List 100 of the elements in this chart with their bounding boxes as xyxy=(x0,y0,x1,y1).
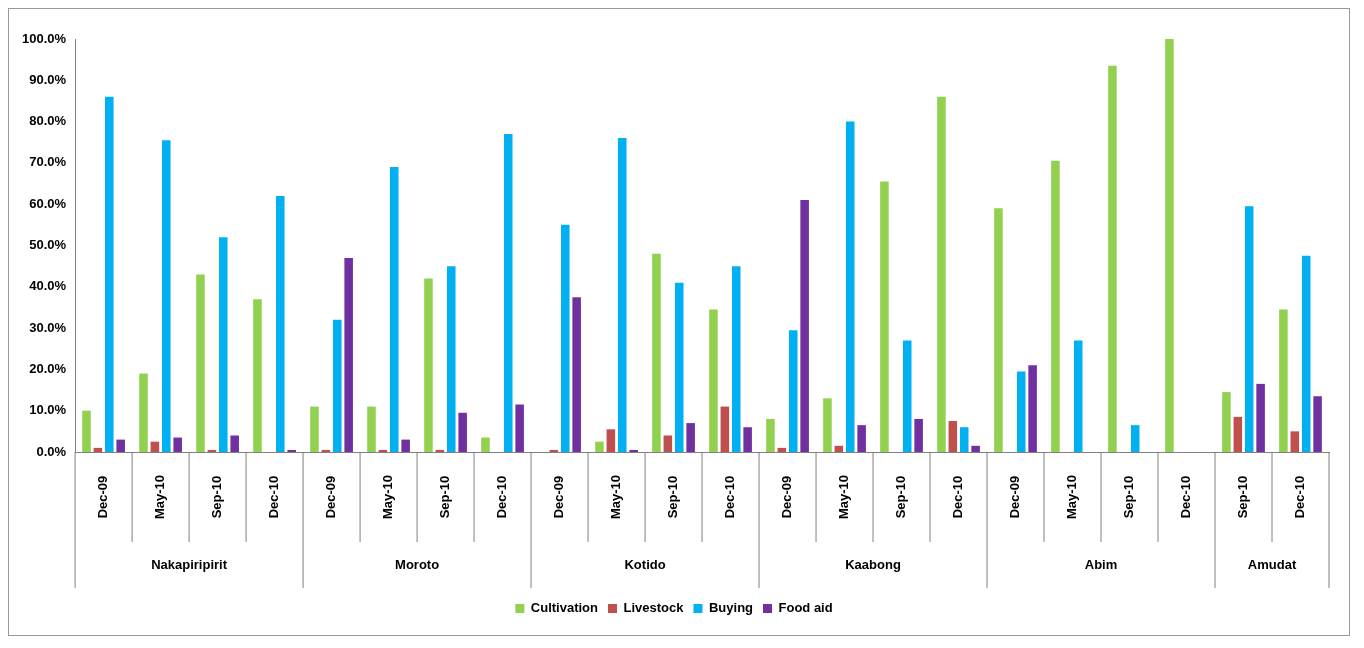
bar xyxy=(344,257,353,452)
x-tick-label: Dec-09 xyxy=(551,475,567,519)
x-tick-label: Dec-10 xyxy=(1292,475,1308,519)
bar xyxy=(572,297,581,452)
y-tick-label: 0.0% xyxy=(36,443,67,459)
x-tick-label: Dec-09 xyxy=(1007,475,1023,519)
bar xyxy=(937,96,946,452)
bar xyxy=(914,418,923,452)
y-tick-label: 30.0% xyxy=(29,319,67,335)
bar xyxy=(196,274,205,452)
x-tick-label: May-10 xyxy=(608,474,624,520)
bar xyxy=(959,427,969,452)
bar xyxy=(458,412,467,452)
text: Nakapiripirit xyxy=(151,556,228,572)
bar xyxy=(1313,396,1322,452)
y-tick-label: 20.0% xyxy=(29,360,67,376)
bar xyxy=(389,167,399,452)
bar xyxy=(617,138,627,452)
bar xyxy=(105,96,114,452)
bar xyxy=(948,421,958,452)
bar xyxy=(1016,371,1026,452)
bar xyxy=(652,253,661,452)
bar xyxy=(1073,340,1083,452)
bar xyxy=(606,429,616,452)
bar xyxy=(219,237,228,452)
bar xyxy=(1051,160,1060,452)
bar xyxy=(1256,383,1265,452)
x-tick-label: May-10 xyxy=(380,474,396,520)
bar xyxy=(595,441,604,452)
bar xyxy=(1244,206,1254,452)
bar xyxy=(766,418,775,452)
x-tick-label: May-10 xyxy=(836,474,852,520)
y-tick-label: 90.0% xyxy=(29,71,67,87)
bar xyxy=(253,299,262,452)
bar xyxy=(367,406,376,452)
x-tick-label: Dec-10 xyxy=(722,475,738,519)
bar xyxy=(994,208,1003,452)
bar xyxy=(446,266,456,452)
bar xyxy=(1028,365,1037,452)
y-tick-label: 80.0% xyxy=(29,113,67,129)
bar xyxy=(503,133,513,452)
bar xyxy=(731,266,741,452)
bar xyxy=(93,447,103,452)
text: Kaabong xyxy=(845,556,901,572)
x-tick-label: Sep-10 xyxy=(1235,475,1251,519)
x-tick-label: Dec-10 xyxy=(494,475,510,519)
x-tick-label: Dec-10 xyxy=(1178,475,1194,519)
legend-label: Cultivation xyxy=(530,600,599,616)
legend-label: Livestock xyxy=(623,600,685,616)
bar xyxy=(1108,65,1117,452)
bar xyxy=(481,437,490,452)
x-tick-label: Dec-09 xyxy=(323,475,339,519)
x-tick-label: Sep-10 xyxy=(665,475,681,519)
bar xyxy=(720,406,730,452)
x-tick-label: Dec-09 xyxy=(779,475,795,519)
x-tick-label: Sep-10 xyxy=(209,475,225,519)
bar xyxy=(139,373,148,452)
bar xyxy=(82,410,91,452)
bar xyxy=(709,309,718,452)
bar xyxy=(834,445,844,452)
bar xyxy=(800,200,809,452)
bar xyxy=(173,437,182,452)
x-tick-label: Sep-10 xyxy=(893,475,909,519)
bar xyxy=(845,121,855,452)
bar xyxy=(310,406,319,452)
bar xyxy=(674,282,684,452)
text: Kotido xyxy=(624,556,666,572)
legend-label: Food aid xyxy=(778,600,833,616)
bar xyxy=(880,181,889,452)
bar xyxy=(686,423,695,452)
bar xyxy=(230,435,239,452)
x-tick-label: Sep-10 xyxy=(1121,475,1137,519)
legend-label: Buying xyxy=(708,600,754,616)
x-tick-label: Dec-10 xyxy=(950,475,966,519)
x-tick-label: May-10 xyxy=(152,474,168,520)
bar xyxy=(515,404,524,452)
text: Amudat xyxy=(1247,556,1297,572)
x-tick-label: May-10 xyxy=(1064,474,1080,520)
bar xyxy=(116,439,125,452)
bar xyxy=(823,398,832,452)
bar xyxy=(857,425,866,452)
x-tick-label: Dec-10 xyxy=(266,475,282,519)
bar xyxy=(971,445,980,452)
bar xyxy=(162,140,171,452)
text: Abim xyxy=(1084,556,1118,572)
y-tick-label: 50.0% xyxy=(29,237,67,253)
bar xyxy=(629,449,638,452)
bar xyxy=(150,441,160,452)
x-tick-label: Sep-10 xyxy=(437,475,453,519)
bar xyxy=(1233,416,1243,452)
bar xyxy=(1290,431,1300,452)
bar xyxy=(1279,309,1288,452)
bar xyxy=(276,195,285,452)
y-tick-label: 10.0% xyxy=(29,402,67,418)
text: Moroto xyxy=(395,556,440,572)
bar xyxy=(777,447,787,452)
bar xyxy=(902,340,912,452)
bar xyxy=(1301,255,1311,452)
bar xyxy=(401,439,410,452)
bar xyxy=(1222,392,1231,452)
